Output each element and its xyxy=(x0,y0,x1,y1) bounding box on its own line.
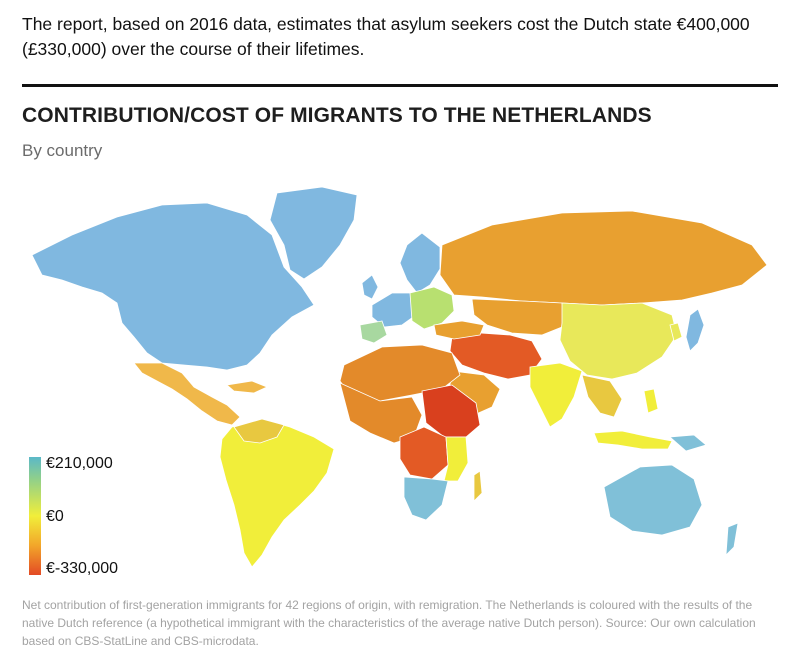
region-mexico-central-america xyxy=(133,362,241,426)
region-new-zealand xyxy=(725,522,739,557)
legend-gradient-bar xyxy=(29,457,41,575)
region-southeast-asia xyxy=(581,374,623,418)
region-central-africa xyxy=(399,426,449,480)
chart-title: CONTRIBUTION/COST OF MIGRANTS TO THE NET… xyxy=(22,104,652,127)
region-india xyxy=(529,362,583,428)
legend-min-label: €-330,000 xyxy=(46,560,119,577)
region-southern-africa xyxy=(403,476,449,521)
region-russia xyxy=(439,210,768,306)
region-australia xyxy=(603,464,703,536)
chart-subtitle: By country xyxy=(22,141,103,160)
region-madagascar xyxy=(473,470,483,502)
region-south-america-north xyxy=(233,418,285,444)
intro-paragraph: The report, based on 2016 data, estimate… xyxy=(22,14,750,59)
region-horn-of-africa xyxy=(421,384,481,438)
region-uk xyxy=(361,274,379,300)
world-map xyxy=(31,186,768,568)
region-southern-europe xyxy=(409,286,455,330)
legend-mid-label: €0 xyxy=(46,508,64,525)
region-japan xyxy=(685,308,705,352)
region-indonesia xyxy=(593,430,673,450)
region-korea xyxy=(669,322,683,342)
region-philippines xyxy=(643,388,659,414)
region-iberia xyxy=(359,320,388,344)
region-china xyxy=(559,302,678,380)
region-turkey xyxy=(433,320,485,340)
divider-rule xyxy=(22,84,778,87)
legend-max-label: €210,000 xyxy=(46,455,113,472)
region-greenland xyxy=(269,186,358,280)
region-papua xyxy=(669,434,707,452)
region-east-africa xyxy=(443,436,469,482)
region-central-asia xyxy=(471,298,568,336)
region-scandinavia xyxy=(399,232,441,294)
region-caribbean xyxy=(226,380,269,394)
region-south-america xyxy=(219,418,335,568)
color-legend: €210,000 €0 €-330,000 xyxy=(26,455,146,580)
region-north-america xyxy=(31,202,315,371)
source-caption: Net contribution of first-generation imm… xyxy=(22,598,756,648)
